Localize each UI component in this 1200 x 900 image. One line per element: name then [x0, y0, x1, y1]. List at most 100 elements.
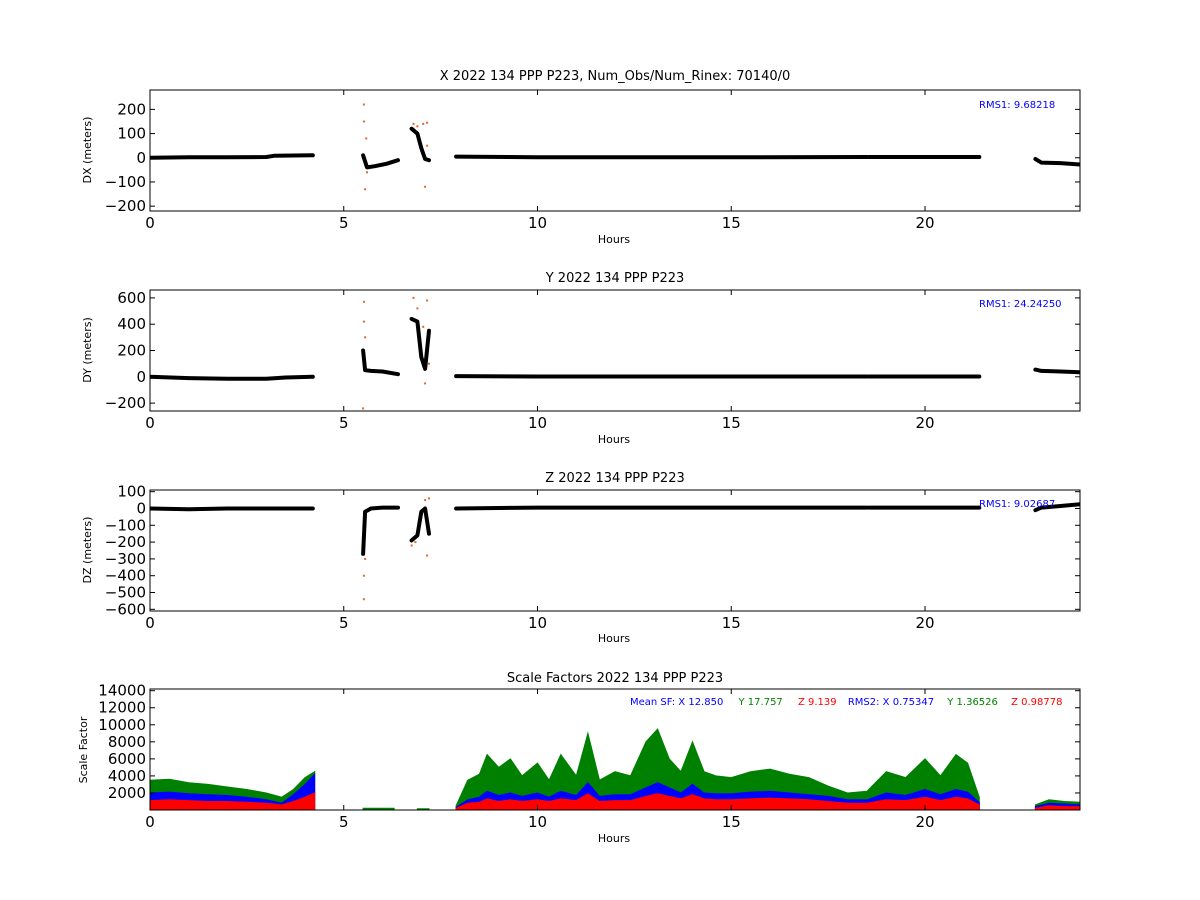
y-tick-label-3: 400 — [117, 315, 146, 333]
y-tick-label-1: 4000 — [108, 767, 146, 785]
panel-dx-xlabel: Hours — [598, 233, 630, 246]
y-tick-label-1: −100 — [105, 173, 146, 191]
series-0-trace-1 — [361, 505, 400, 556]
outlier-point-0-0 — [362, 103, 365, 106]
x-tick-label-3: 15 — [722, 614, 741, 632]
outlier-point-0-1 — [362, 574, 365, 577]
plot-data — [150, 728, 1080, 810]
panel-sf-annotation: Mean SF: X 12.850 Y 17.757 Z 9.139 RMS2:… — [630, 697, 1062, 708]
y-tick-label-0: −200 — [105, 197, 146, 215]
panel-dz-title: Z 2022 134 PPP P223 — [545, 471, 685, 486]
outlier-point-0-7 — [428, 497, 430, 500]
series-2-area-2 — [1034, 805, 1080, 810]
panel-dy-rms-annotation: RMS1: 24.24250 — [979, 299, 1062, 310]
panel-dx: X 2022 134 PPP P223, Num_Obs/Num_Rinex: … — [81, 69, 1081, 246]
x-tick-label-2: 10 — [528, 813, 547, 831]
series-0-trace-5 — [1033, 157, 1080, 167]
panel-sf-title: Scale Factors 2022 134 PPP P223 — [507, 671, 723, 686]
outlier-point-0-9 — [412, 122, 415, 125]
panel-sf-xlabel: Hours — [598, 832, 630, 845]
panel-dy-xlabel: Hours — [598, 433, 630, 446]
x-tick-label-1: 5 — [339, 214, 349, 232]
series-0-trace-5 — [1033, 367, 1080, 375]
outlier-point-0-7 — [424, 382, 427, 385]
outlier-point-0-2 — [364, 188, 367, 191]
panel-dy: Y 2022 134 PPP P223 0 5 10 15 20 −200 0 200 400 6… — [81, 271, 1081, 446]
x-tick-label-2: 10 — [528, 614, 547, 632]
x-tick-label-0: 0 — [145, 214, 155, 232]
x-tick-label-1: 5 — [339, 813, 349, 831]
outlier-point-0-1 — [362, 120, 365, 123]
panel-dx-rms-annotation: RMS1: 9.68218 — [979, 100, 1055, 111]
panel-dz: Z 2022 134 PPP P223 0 5 10 15 20 −600−500−400… — [81, 471, 1081, 645]
series-0-trace-2 — [409, 126, 431, 163]
outlier-point-0-4 — [412, 296, 415, 299]
sf-rms2-y: Y 1.36526 — [946, 697, 998, 708]
series-2-area-0 — [150, 792, 316, 810]
outlier-point-0-6 — [426, 554, 429, 557]
sf-mean-x: Mean SF: X 12.850 — [630, 697, 723, 708]
x-tick-label-3: 15 — [722, 813, 741, 831]
x-tick-label-4: 20 — [915, 414, 934, 432]
x-tick-label-3: 15 — [722, 214, 741, 232]
outlier-point-0-6 — [422, 325, 425, 328]
panel-dx-plot: 0 5 10 15 20 −200 −100 0 100 200 — [105, 89, 1081, 232]
axes-frame — [149, 489, 1081, 612]
y-tick-label-2: 200 — [117, 342, 146, 360]
x-tick-label-0: 0 — [145, 813, 155, 831]
outlier-point-0-4 — [414, 541, 417, 544]
x-tick-label-1: 5 — [339, 614, 349, 632]
axes-frame — [149, 688, 1081, 811]
series-0-trace-2 — [409, 316, 431, 371]
panel-dy-ylabel: DY (meters) — [81, 317, 94, 382]
y-tick-label-3: −300 — [105, 550, 146, 568]
sf-rms2-z: Z 0.98778 — [1011, 697, 1062, 708]
series-0-trace-5 — [1033, 502, 1080, 513]
x-tick-label-1: 5 — [339, 414, 349, 432]
panel-scale-factors: Scale Factors 2022 134 PPP P223 0 5 10 15 20… — [77, 671, 1081, 845]
y-tick-label-5: 12000 — [98, 699, 146, 717]
panel-dy-plot: 0 5 10 15 20 −200 0 200 400 600 — [105, 289, 1081, 432]
y-tick-label-5: −100 — [105, 516, 146, 534]
y-tick-label-2: 6000 — [108, 750, 146, 768]
y-tick-label-4: 10000 — [98, 716, 146, 734]
outlier-point-0-2 — [364, 557, 367, 560]
y-tick-label-2: −400 — [105, 567, 146, 585]
y-tick-label-0: −600 — [105, 600, 146, 618]
x-tick-label-0: 0 — [145, 414, 155, 432]
y-tick-label-4: 200 — [117, 100, 146, 118]
plot-data — [150, 103, 1080, 191]
outlier-point-0-5 — [424, 499, 427, 502]
series-0-trace-2 — [409, 506, 431, 543]
x-tick-label-4: 20 — [915, 813, 934, 831]
y-tick-label-1: −500 — [105, 584, 146, 602]
y-tick-label-6: 14000 — [98, 682, 146, 700]
y-tick-label-7: 100 — [117, 483, 146, 501]
outlier-point-0-4 — [366, 171, 368, 174]
sf-mean-z: Z 9.139 — [798, 697, 837, 708]
outlier-point-0-5 — [422, 122, 425, 125]
x-tick-label-4: 20 — [915, 214, 934, 232]
x-tick-label-0: 0 — [145, 614, 155, 632]
outlier-point-0-6 — [424, 185, 427, 188]
panel-dx-ylabel: DX (meters) — [81, 117, 94, 184]
outlier-point-0-8 — [426, 299, 429, 302]
outlier-point-0-8 — [426, 144, 429, 147]
outlier-point-0-5 — [416, 307, 419, 310]
y-tick-label-3: 8000 — [108, 733, 146, 751]
panel-dz-ylabel: DZ (meters) — [81, 517, 94, 584]
series-0-trace-1 — [361, 153, 400, 170]
outlier-point-0-3 — [365, 137, 368, 140]
y-tick-label-0: −200 — [105, 394, 146, 412]
y-tick-label-4: −200 — [105, 533, 146, 551]
outlier-point-0-2 — [364, 336, 367, 339]
outlier-point-0-7 — [426, 121, 429, 124]
y-tick-label-1: 0 — [136, 368, 146, 386]
series-0-trace-3 — [454, 505, 869, 511]
series-0-trace-0 — [150, 153, 315, 160]
plot-data — [150, 296, 1080, 410]
